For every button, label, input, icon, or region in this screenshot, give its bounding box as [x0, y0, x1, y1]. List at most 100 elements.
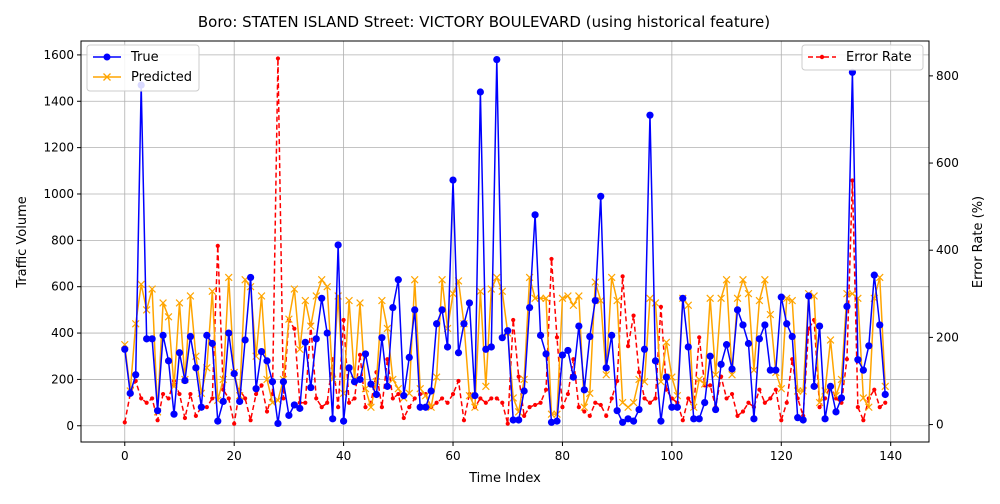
- true-point: [805, 292, 813, 300]
- predicted-point: [810, 292, 818, 300]
- true-point: [679, 294, 687, 302]
- true-point: [651, 357, 660, 365]
- error-rate-point: [724, 396, 729, 401]
- error-rate-point: [532, 402, 538, 408]
- true-point: [236, 397, 244, 406]
- true-point: [755, 335, 764, 343]
- error-rate-point: [412, 396, 417, 401]
- predicted-point: [580, 403, 589, 412]
- true-point: [701, 398, 709, 407]
- true-point: [340, 417, 348, 425]
- error-rate-point: [615, 378, 620, 384]
- true-point: [132, 371, 140, 379]
- predicted-point: [164, 313, 173, 321]
- predicted-point: [257, 292, 266, 300]
- true-point: [296, 404, 304, 412]
- true-point: [553, 417, 561, 425]
- error-rate-point: [658, 304, 664, 309]
- true-point: [602, 364, 610, 372]
- predicted-point: [722, 275, 731, 284]
- error-rate-point: [784, 400, 789, 405]
- true-point: [214, 417, 222, 425]
- error-rate-point: [193, 413, 198, 418]
- error-rate-point: [686, 396, 691, 401]
- error-rate-point: [620, 274, 625, 279]
- error-rate-point: [587, 413, 592, 418]
- error-rate-point: [604, 413, 609, 418]
- error-rate-point: [609, 396, 614, 401]
- x-tick-label: 40: [336, 449, 351, 463]
- true-point: [438, 306, 446, 314]
- true-point: [591, 297, 599, 305]
- true-point: [586, 332, 594, 341]
- error-rate-point: [226, 396, 231, 401]
- true-point: [143, 335, 151, 343]
- error-rate-point: [680, 418, 685, 423]
- predicted-point: [799, 387, 807, 395]
- true-point: [531, 211, 539, 219]
- error-rate-point: [396, 391, 401, 397]
- error-rate-point: [522, 413, 527, 418]
- error-rate-point: [844, 357, 850, 362]
- true-point: [433, 320, 441, 328]
- true-point: [515, 416, 523, 424]
- predicted-point: [367, 403, 375, 412]
- true-point: [203, 331, 211, 339]
- true-point: [257, 348, 266, 356]
- predicted-point: [383, 324, 392, 333]
- predicted-point: [345, 296, 353, 305]
- true-point: [646, 111, 654, 119]
- y-axis-right: 0 200 400 600 800: [929, 69, 959, 432]
- predicted-point: [733, 294, 742, 303]
- predicted-point: [651, 299, 660, 307]
- error-rate-point: [817, 405, 822, 410]
- true-point: [815, 322, 824, 330]
- error-rate-point: [576, 405, 581, 410]
- true-point: [389, 303, 397, 312]
- y-tick-label: 1000: [43, 187, 74, 201]
- true-point: [739, 321, 747, 329]
- error-rate-point: [631, 313, 636, 318]
- true-point: [121, 345, 129, 353]
- true-point: [569, 373, 577, 381]
- error-rate-point: [248, 418, 253, 423]
- predicted-point: [290, 285, 299, 293]
- legend-error-label: Error Rate: [846, 50, 912, 65]
- x-tick-label: 100: [660, 449, 683, 463]
- predicted-point: [602, 370, 611, 379]
- predicted-point: [438, 275, 446, 284]
- predicted-point: [471, 403, 479, 412]
- true-point: [350, 378, 359, 386]
- predicted-point: [159, 299, 167, 307]
- true-point: [826, 382, 835, 390]
- true-point: [794, 414, 802, 422]
- true-point: [821, 415, 829, 423]
- error-rate-point: [346, 400, 352, 405]
- error-rate-point: [505, 421, 510, 426]
- true-point: [810, 382, 818, 390]
- true-point: [733, 306, 742, 314]
- true-point: [728, 365, 736, 373]
- predicted-point: [575, 292, 583, 300]
- predicted-point: [613, 296, 621, 305]
- predicted-point: [306, 322, 315, 330]
- series-true: [121, 55, 889, 428]
- y-tick-label: 1200: [43, 141, 74, 155]
- true-point: [750, 415, 758, 423]
- plot-area-frame: [80, 40, 930, 443]
- error-rate-point: [253, 391, 259, 397]
- predicted-point: [859, 394, 868, 402]
- error-rate-point: [232, 421, 237, 426]
- true-point: [279, 378, 288, 386]
- true-point: [372, 390, 381, 399]
- true-point: [247, 273, 255, 282]
- error-rate-point: [122, 420, 127, 425]
- predicted-point: [509, 394, 518, 402]
- true-point: [684, 343, 692, 351]
- true-point: [870, 271, 878, 279]
- true-point: [208, 339, 216, 348]
- predicted-point: [224, 273, 233, 282]
- true-point: [624, 415, 632, 423]
- true-point: [356, 375, 364, 384]
- error-rate-point: [708, 383, 713, 388]
